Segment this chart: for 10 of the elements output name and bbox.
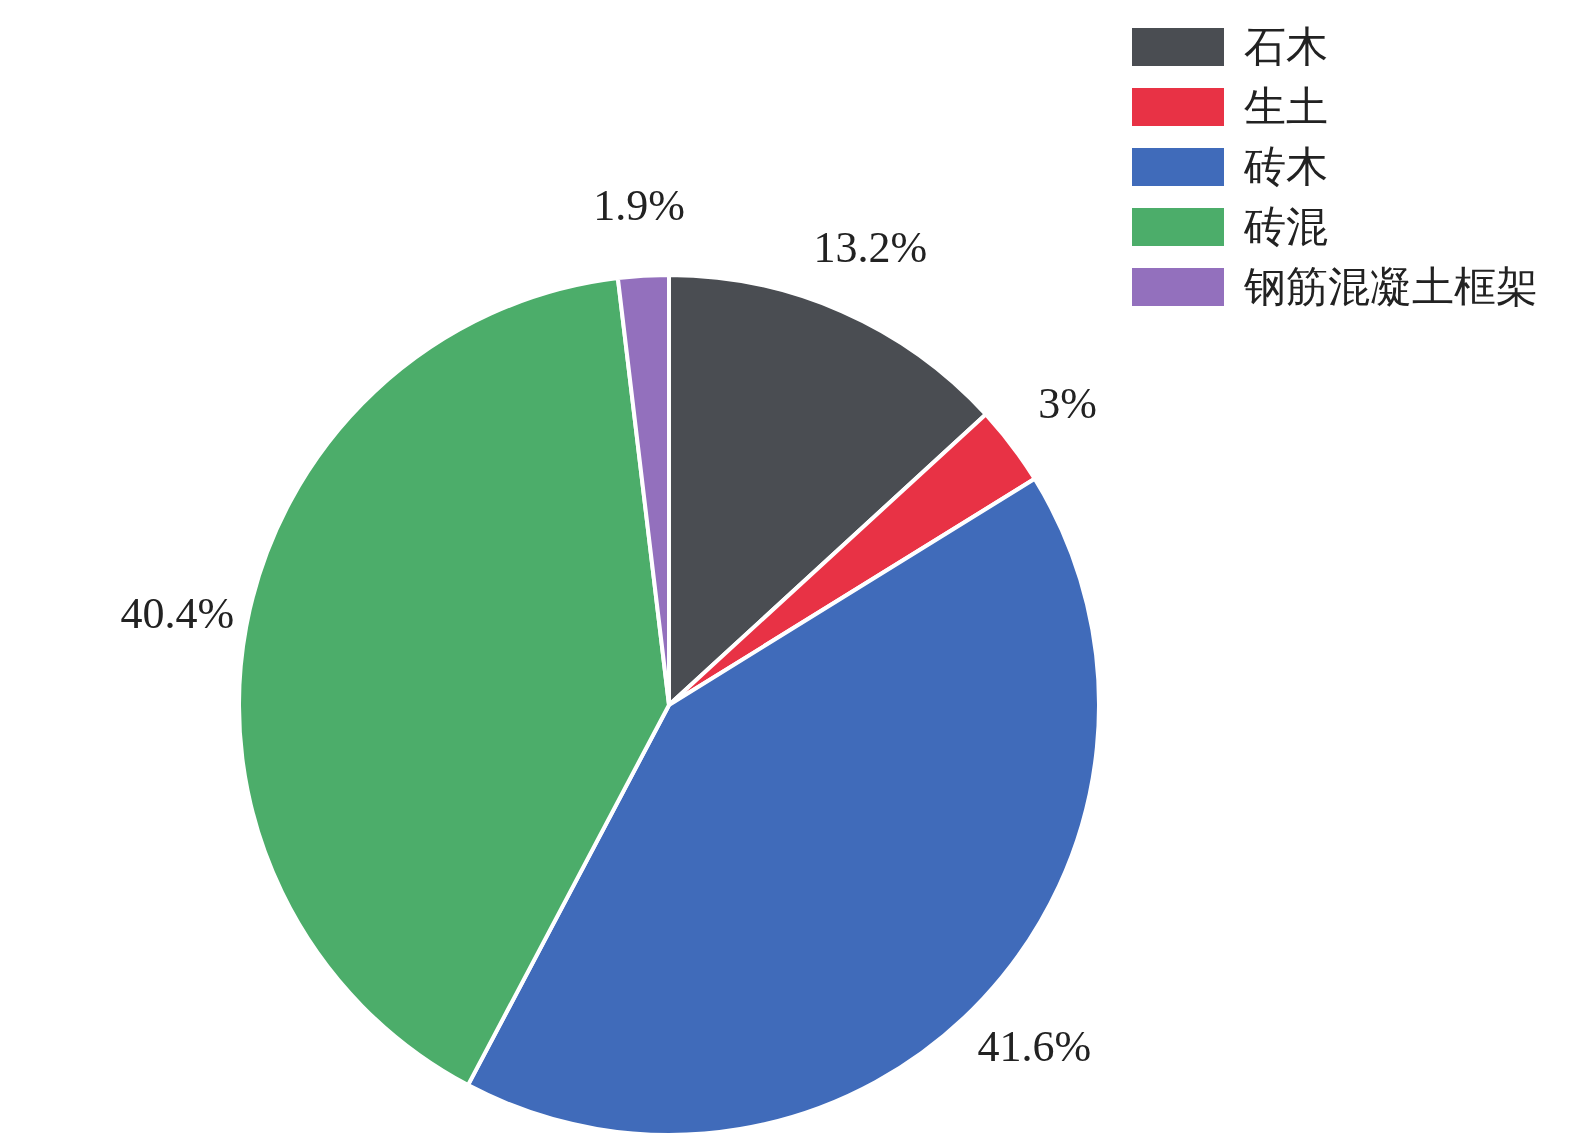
legend-label: 石木 <box>1244 21 1328 73</box>
data-label: 3% <box>1038 378 1097 428</box>
data-label: 41.6% <box>977 1021 1092 1071</box>
legend-label: 生土 <box>1244 81 1328 133</box>
legend-label: 砖混 <box>1244 201 1328 253</box>
data-label: 1.9% <box>593 181 686 231</box>
legend-label: 砖木 <box>1244 141 1328 193</box>
data-label: 13.2% <box>813 222 928 272</box>
legend-label: 钢筋混凝土框架 <box>1244 261 1538 313</box>
data-label: 40.4% <box>120 589 235 639</box>
